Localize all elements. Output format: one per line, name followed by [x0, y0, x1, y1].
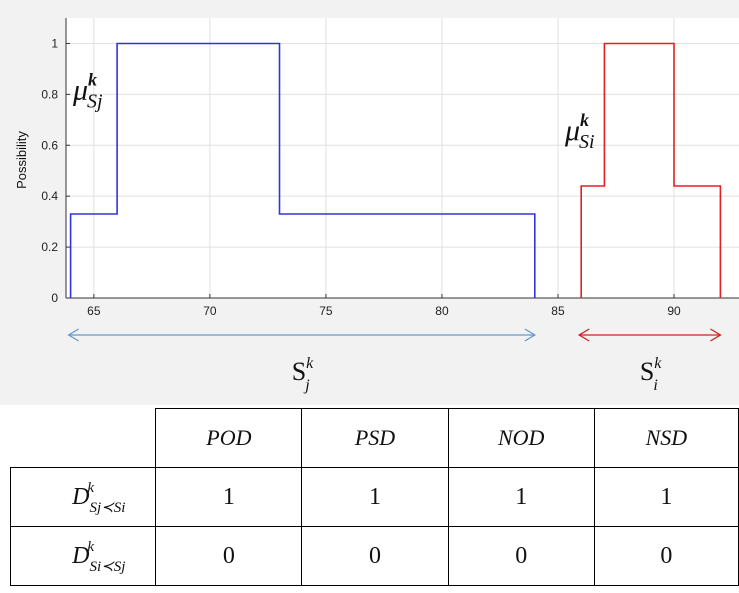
- x-tick-label: 65: [87, 304, 101, 318]
- series-annotation: μk Sj: [72, 69, 103, 112]
- range-arrow-head-right: [710, 328, 722, 342]
- y-tick-label: 1: [51, 36, 58, 50]
- range-arrow-head-right: [524, 328, 537, 342]
- row-label-superscript: k: [87, 479, 95, 496]
- y-tick-label: 0.2: [41, 240, 58, 254]
- table-cell: 0: [447, 526, 595, 586]
- range-arrows: Sk j Sk i: [67, 328, 722, 394]
- y-tick-label: 0.8: [41, 87, 58, 101]
- x-tick-label: 70: [203, 304, 217, 318]
- table-cell: 0: [155, 526, 303, 586]
- dominance-table: POD PSD NOD NSD DSj≺Sik 1 1 1 1 DSi≺Sjk …: [9, 408, 739, 586]
- x-tick-label: 85: [551, 304, 565, 318]
- annotation-superscript: k: [580, 110, 589, 130]
- table-row: DSi≺Sj k 0 0 0 0: [9, 526, 739, 586]
- axes: [65, 18, 739, 299]
- annotation-base: μ: [72, 73, 88, 106]
- x-tick-label: 80: [435, 304, 449, 318]
- y-tick-label: 0.4: [41, 189, 58, 203]
- row-label-base: D: [72, 483, 90, 510]
- range-label-base: S: [640, 357, 654, 386]
- table-cell: 1: [155, 467, 303, 527]
- range-label: Sk j: [292, 355, 314, 394]
- column-header: POD: [155, 408, 303, 468]
- range-label-subscript: j: [303, 377, 310, 394]
- row-label-superscript: k: [87, 538, 95, 555]
- tick-labels: 65 70 75 80 85 90 0 0.2 0.4 0.6 0.8 1: [41, 36, 681, 318]
- range-arrow-head-left: [67, 328, 79, 342]
- annotation-superscript: k: [88, 69, 97, 89]
- x-tick-label: 75: [319, 304, 333, 318]
- row-label-subscript: Sj≺Si: [89, 499, 126, 516]
- table-cell: 0: [593, 526, 739, 586]
- possibility-chart: 65 70 75 80 85 90 0 0.2 0.4 0.6 0.8 1 Possibility μ…: [0, 0, 739, 405]
- series-line: [580, 42, 722, 298]
- table-cell: 1: [301, 467, 449, 527]
- row-label-base: D: [72, 542, 90, 569]
- series-group: [69, 42, 722, 298]
- table-cell: 1: [593, 467, 739, 527]
- column-header: NOD: [447, 408, 595, 468]
- row-label: DSj≺Si k: [9, 467, 157, 527]
- series-annotation: μk Si: [564, 110, 595, 153]
- table-row: DSj≺Si k 1 1 1 1: [9, 467, 739, 527]
- range-label-superscript: k: [306, 355, 314, 372]
- annotation-subscript: Sj: [87, 90, 103, 112]
- plot-area: [66, 18, 739, 298]
- range-label-subscript: i: [653, 377, 657, 394]
- row-label-subscript: Si≺Sj: [89, 558, 126, 575]
- range-label: Sk i: [640, 355, 662, 394]
- y-tick-label: 0.6: [41, 138, 58, 152]
- range-label-superscript: k: [654, 355, 662, 372]
- annotation-base: μ: [564, 114, 580, 147]
- y-axis-label: Possibility: [14, 131, 29, 189]
- annotation-subscript: Si: [579, 131, 595, 153]
- column-header: NSD: [593, 408, 739, 468]
- range-label-base: S: [292, 357, 306, 386]
- row-label: DSi≺Sj k: [9, 526, 157, 586]
- series-line: [69, 42, 536, 298]
- table-header-row: POD PSD NOD NSD: [10, 408, 739, 468]
- table-cell: 1: [447, 467, 595, 527]
- column-header: PSD: [301, 408, 449, 468]
- y-tick-label: 0: [51, 291, 58, 305]
- table-corner-cell: [10, 408, 157, 468]
- x-tick-label: 90: [667, 304, 681, 318]
- range-arrow-head-left: [577, 328, 590, 342]
- dominance-table-wrap: POD PSD NOD NSD DSj≺Sik 1 1 1 1 DSi≺Sjk …: [9, 408, 739, 586]
- table-cell: 0: [301, 526, 449, 586]
